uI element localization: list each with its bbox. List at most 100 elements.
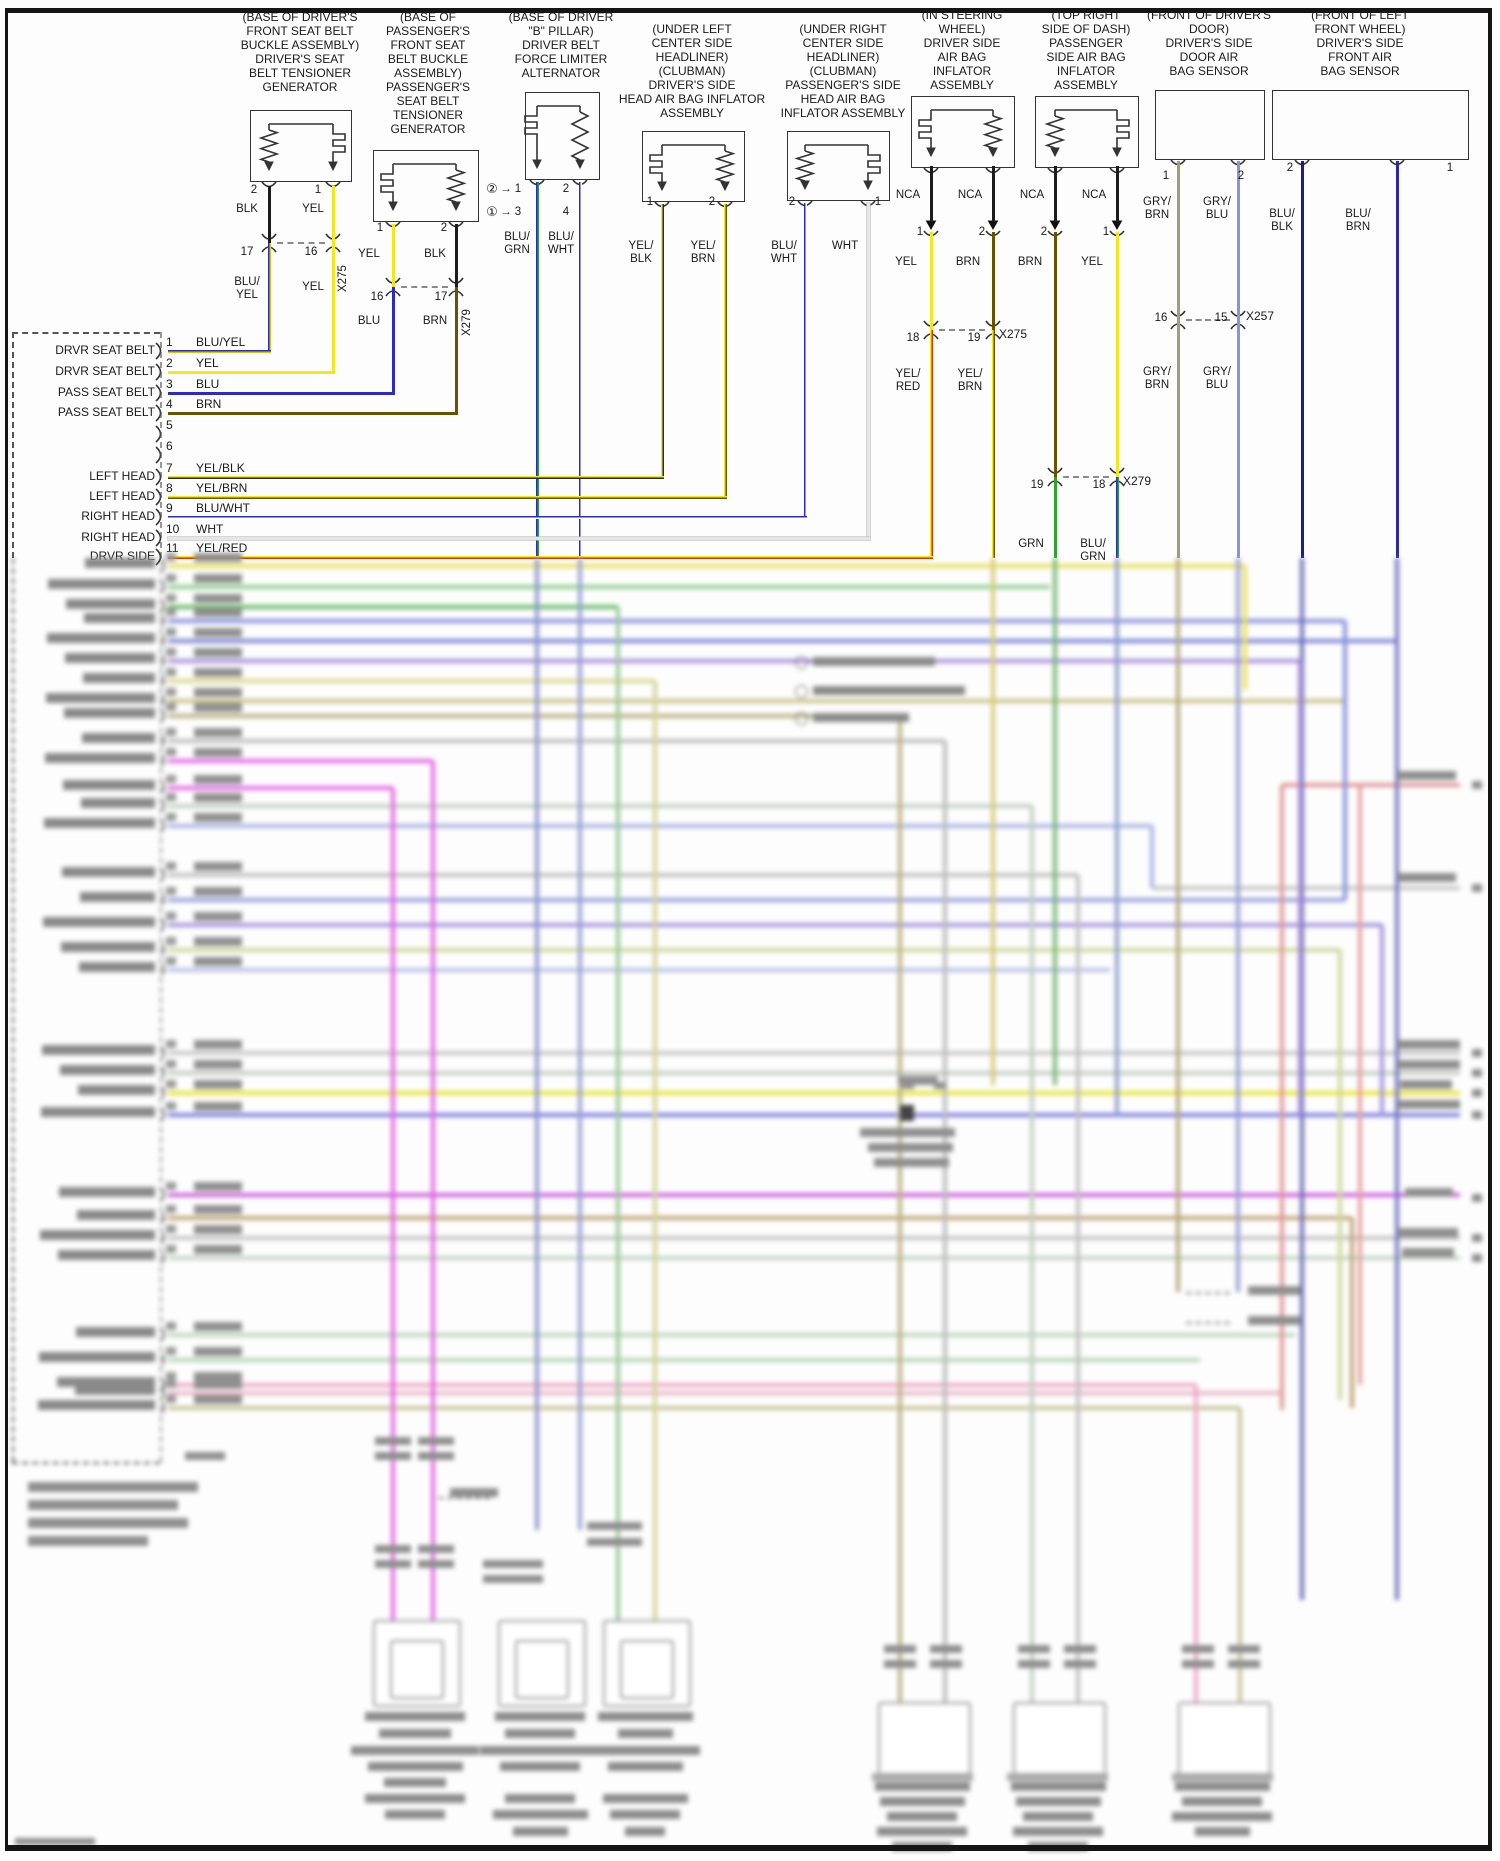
blurred-pin-bracket bbox=[156, 943, 165, 956]
blurred-row-label bbox=[42, 1045, 155, 1055]
blurred-pin-number bbox=[166, 1322, 176, 1330]
diagram-text: 1 bbox=[874, 196, 882, 208]
blurred-text bbox=[1472, 1234, 1482, 1242]
diagram-text: 18 bbox=[1092, 479, 1106, 491]
diagram-text: 1 bbox=[514, 183, 522, 195]
blurred-text bbox=[1472, 1069, 1482, 1077]
blurred-wire-name bbox=[194, 553, 242, 562]
wire bbox=[1236, 320, 1240, 558]
blurred-pin-bracket bbox=[156, 781, 165, 794]
blurred-text bbox=[418, 1452, 454, 1460]
blurred-pin-number bbox=[166, 668, 176, 676]
blurred-legend-text bbox=[813, 686, 965, 695]
blurred-pin-bracket bbox=[156, 580, 165, 593]
blurred-caption-line bbox=[874, 1782, 970, 1791]
wire bbox=[168, 1113, 1460, 1117]
blurred-caption-line bbox=[590, 1746, 700, 1755]
symbol-path bbox=[532, 159, 542, 170]
diagram-text: BRN bbox=[422, 315, 448, 327]
wire bbox=[929, 232, 933, 330]
symbol-path bbox=[714, 150, 736, 183]
component-base bbox=[1172, 1773, 1273, 1781]
diagram-text: GRN bbox=[1018, 538, 1044, 550]
blurred-pin-number bbox=[166, 813, 176, 821]
block-pin-number: 8 bbox=[166, 481, 173, 495]
blurred-wire-name bbox=[194, 1060, 242, 1069]
wire bbox=[168, 759, 433, 763]
wire bbox=[535, 558, 539, 1530]
symbol-path bbox=[575, 159, 585, 170]
blurred-caption-line bbox=[602, 1794, 688, 1803]
component-box bbox=[1178, 1702, 1271, 1777]
wire bbox=[267, 243, 271, 351]
diagram-text: → bbox=[500, 183, 512, 195]
diagram-text: BLU bbox=[357, 315, 381, 327]
wire bbox=[168, 605, 618, 609]
blurred-caption-line bbox=[365, 1794, 465, 1803]
wire bbox=[991, 166, 995, 222]
blurred-caption-line bbox=[1013, 1827, 1103, 1836]
blurred-text bbox=[1472, 1194, 1482, 1202]
blurred-text bbox=[483, 1560, 543, 1568]
wire bbox=[991, 232, 995, 330]
blurred-pin-bracket bbox=[156, 1108, 165, 1121]
blurred-text bbox=[930, 1660, 962, 1668]
wire bbox=[168, 679, 655, 683]
component-box bbox=[1035, 96, 1139, 168]
diagram-text: → bbox=[500, 206, 512, 218]
wire bbox=[454, 224, 458, 287]
blurred-pin-number bbox=[166, 608, 176, 616]
blurred-pin-number bbox=[166, 1182, 176, 1190]
block-wire-name: BLU/WHT bbox=[196, 501, 250, 515]
wire bbox=[168, 1193, 1460, 1197]
symbol-path bbox=[982, 115, 1004, 149]
blurred-pin-bracket bbox=[156, 1386, 165, 1399]
blurred-pin-number bbox=[166, 1395, 176, 1403]
blurred-text bbox=[1472, 1089, 1482, 1097]
block-border-right bbox=[160, 332, 162, 558]
wire bbox=[1152, 886, 1460, 890]
blurred-row-label bbox=[58, 1250, 155, 1260]
wire bbox=[168, 923, 1382, 927]
blurred-text bbox=[587, 1522, 642, 1530]
component-label: (UNDER LEFT CENTER SIDE HEADLINER) (CLUB… bbox=[618, 22, 766, 120]
blurred-row-label bbox=[66, 599, 155, 609]
blurred-text bbox=[1398, 1040, 1460, 1049]
blurred-pin-bracket bbox=[156, 754, 165, 767]
symbol-path bbox=[328, 161, 338, 172]
blurred-wire-name bbox=[194, 1080, 242, 1089]
blurred-wire-name bbox=[194, 1347, 242, 1356]
diagram-text: 1 bbox=[314, 184, 322, 196]
blurred-wire-name bbox=[194, 688, 242, 697]
blurred-pin-bracket bbox=[156, 1086, 165, 1099]
wire bbox=[898, 716, 902, 1702]
wire bbox=[331, 186, 335, 243]
wire bbox=[168, 659, 1300, 663]
wire bbox=[391, 788, 395, 1620]
blurred-row-label bbox=[76, 1327, 155, 1337]
symbol-path bbox=[657, 181, 667, 192]
blurred-text bbox=[28, 1536, 148, 1546]
connector-dashed-line bbox=[939, 329, 985, 331]
wire bbox=[168, 786, 393, 790]
diagram-text: BLU/ WHT bbox=[547, 231, 575, 256]
wire bbox=[1115, 166, 1119, 222]
blurred-text bbox=[930, 1645, 962, 1653]
diagram-text: YEL/ BLK bbox=[628, 240, 654, 265]
blurred-row-label bbox=[43, 917, 155, 927]
block-pin-number: 6 bbox=[166, 439, 173, 453]
connector-dashed-line bbox=[1186, 1292, 1230, 1294]
blurred-text bbox=[1400, 1080, 1452, 1089]
blurred-pin-bracket bbox=[156, 600, 165, 613]
blurred-caption-line bbox=[385, 1810, 445, 1819]
wire bbox=[1238, 1408, 1242, 1702]
symbol-path bbox=[332, 130, 346, 162]
diagram-text: BLU/ YEL bbox=[234, 276, 260, 301]
wire bbox=[1343, 621, 1347, 900]
blurred-pin-number bbox=[166, 628, 176, 636]
wire bbox=[168, 1236, 1460, 1240]
symbol-path bbox=[1044, 115, 1066, 149]
diagram-text: 2 bbox=[1040, 226, 1048, 238]
blurred-wire-name bbox=[194, 793, 242, 802]
